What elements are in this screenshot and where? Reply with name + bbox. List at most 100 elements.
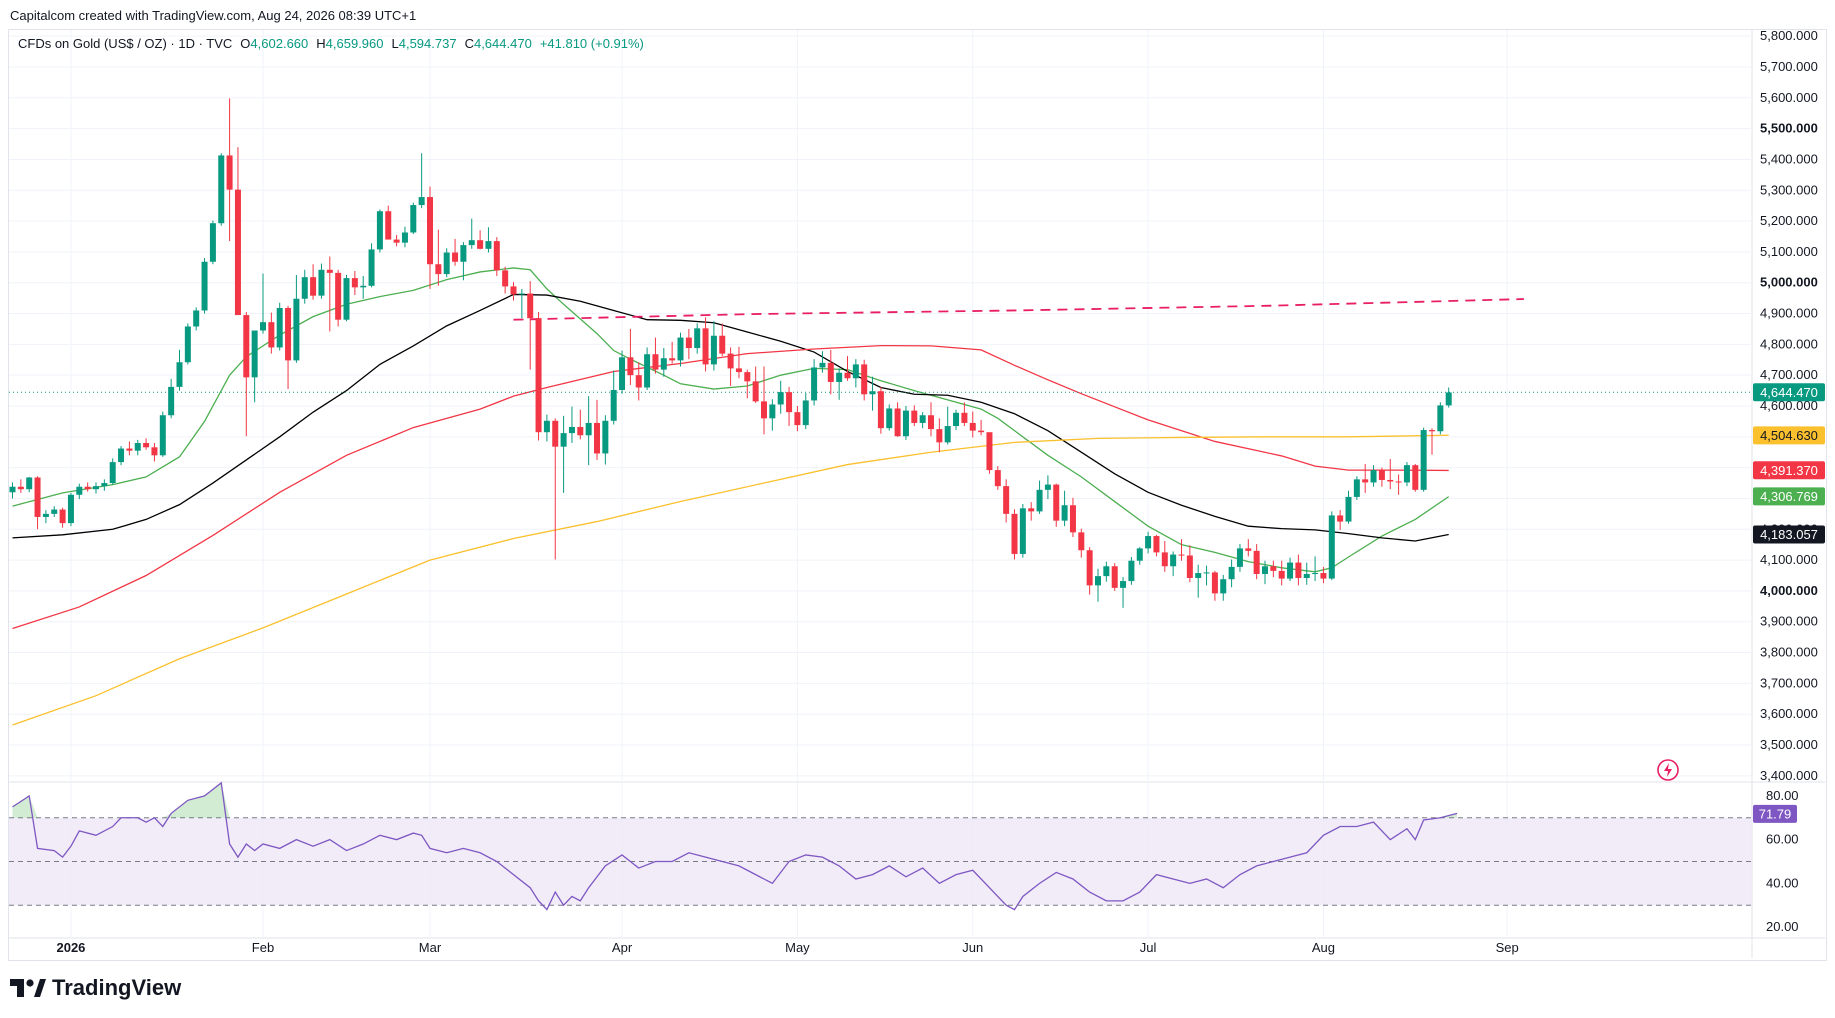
candle-body	[34, 477, 41, 517]
candle-body	[26, 477, 33, 490]
chart-legend: CFDs on Gold (US$ / OZ) · 1D · TVC O 4,60…	[18, 36, 644, 51]
candle	[969, 411, 976, 438]
candle-body	[1437, 405, 1444, 432]
candle	[1128, 557, 1135, 585]
candle	[610, 370, 617, 425]
candle	[1028, 502, 1035, 521]
price-label: 4,306.769	[1753, 487, 1825, 506]
candle-body	[418, 197, 425, 206]
candle-body	[1128, 560, 1135, 582]
candle	[201, 258, 208, 314]
candle	[510, 282, 517, 301]
candle-body	[535, 318, 542, 433]
candle	[268, 312, 275, 354]
rsi-line	[12, 781, 1458, 911]
candle-body	[1086, 550, 1093, 586]
candle	[1036, 480, 1043, 514]
candle	[652, 337, 659, 374]
candle	[410, 202, 417, 235]
candle	[535, 312, 542, 441]
candle	[234, 147, 241, 316]
candle-body	[1245, 548, 1252, 551]
candle	[761, 366, 767, 435]
candle	[1320, 566, 1327, 584]
symbol-name: CFDs on Gold (US$ / OZ) · 1D · TVC	[18, 36, 233, 51]
candle	[660, 348, 667, 377]
candle-body	[1228, 566, 1235, 580]
price-tick-label: 5,700.000	[1760, 59, 1818, 74]
candle	[1295, 554, 1302, 586]
candle-body	[1120, 581, 1127, 588]
price-tick-label: 5,000.000	[1760, 275, 1818, 290]
candle	[1145, 531, 1152, 554]
price-axis: 5,800.000 5,700.000 5,600.000 5,500.000 5,40…	[1760, 28, 1818, 934]
time-axis: 2026 Feb Mar Apr May Jun Jul Aug Sep	[56, 940, 1518, 955]
high-value: H 4,659.960	[316, 36, 383, 51]
candle-body	[176, 362, 183, 387]
candle-body	[685, 337, 692, 349]
candle	[594, 399, 600, 460]
candle-body	[1019, 508, 1026, 554]
candle-body	[819, 362, 826, 368]
candle	[84, 482, 91, 492]
candle-body	[360, 285, 367, 288]
candle	[727, 347, 734, 386]
candle	[351, 271, 358, 296]
candle-body	[143, 442, 150, 448]
candle	[911, 405, 918, 427]
candle	[936, 418, 943, 453]
candle	[627, 328, 634, 386]
candle-body	[443, 252, 450, 275]
open-label: O	[240, 36, 251, 51]
candle	[1103, 561, 1110, 582]
price-tick-label: 5,100.000	[1760, 244, 1818, 259]
price-label-text: 4,306.769	[1760, 489, 1818, 504]
candle-body	[493, 241, 500, 271]
candle	[928, 402, 934, 437]
candle	[769, 399, 776, 431]
candle	[527, 281, 534, 370]
candle	[1220, 574, 1227, 601]
candle-body	[159, 415, 166, 456]
lightning-icon[interactable]	[1656, 758, 1680, 782]
candle	[260, 273, 266, 334]
rsi-overbought-fill	[12, 782, 1458, 818]
candle-body	[660, 358, 667, 370]
tradingview-logo-icon	[10, 979, 46, 997]
candle-body	[886, 408, 893, 429]
candle-body	[368, 249, 375, 286]
candle-body	[1278, 570, 1285, 579]
candle	[1203, 565, 1210, 586]
candle	[786, 386, 793, 427]
candle-body	[201, 261, 208, 311]
candle	[1211, 570, 1218, 601]
candle-body	[1295, 562, 1302, 578]
tradingview-logo[interactable]: TradingView	[10, 975, 181, 1001]
rsi-band	[9, 781, 1752, 911]
candle	[1253, 544, 1260, 580]
candle-body	[518, 293, 525, 295]
ma100-line	[12, 344, 1449, 630]
candle	[1111, 563, 1118, 591]
price-label-text: 4,391.370	[1760, 463, 1818, 478]
candle-body	[1370, 470, 1377, 483]
candle-body	[67, 494, 74, 524]
candle-body	[9, 486, 16, 493]
candle	[619, 350, 626, 394]
candle	[1370, 465, 1377, 487]
candle	[552, 418, 559, 560]
candle-body	[376, 211, 383, 250]
candle	[485, 227, 492, 253]
candle	[1412, 463, 1419, 492]
candle	[543, 414, 550, 442]
candle	[877, 386, 884, 434]
candle	[577, 409, 584, 440]
candle	[67, 492, 74, 527]
candle-body	[852, 364, 859, 379]
time-tick-label: 2026	[56, 940, 85, 955]
candle	[443, 248, 450, 278]
candle	[1061, 490, 1068, 527]
candle	[502, 266, 509, 294]
candle-body	[268, 322, 275, 348]
